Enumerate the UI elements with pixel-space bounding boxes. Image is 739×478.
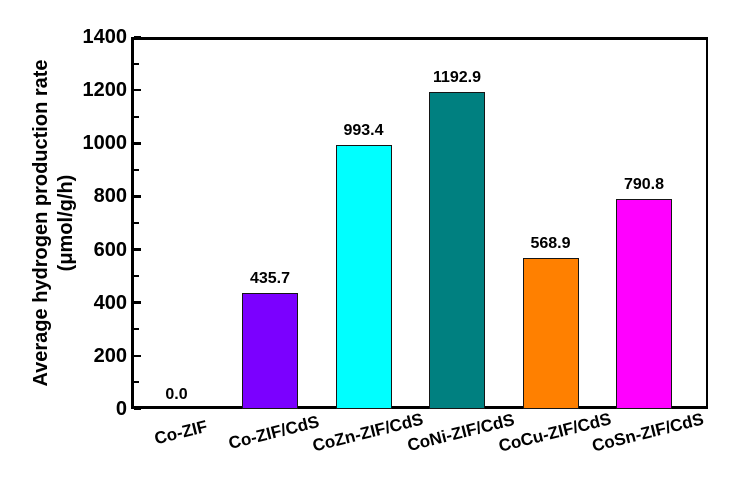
- bar-value-label: 435.7: [249, 270, 291, 288]
- x-tick-label: Co-ZIF/CdS: [226, 412, 322, 453]
- y-major-tick: [134, 35, 141, 39]
- bar-value-label: 0.0: [165, 386, 188, 403]
- y-major-tick: [134, 142, 141, 145]
- y-minor-tick: [134, 275, 139, 278]
- bar-value-label: 568.9: [530, 234, 571, 252]
- bar-value-label: 993.4: [343, 122, 384, 140]
- y-tick-label: 400: [93, 291, 127, 314]
- y-minor-tick: [134, 62, 139, 65]
- x-tick-label: Co-ZIF: [151, 416, 209, 449]
- y-minor-tick: [134, 328, 139, 331]
- y-tick-label: 1000: [82, 132, 128, 155]
- plot-area: [131, 37, 708, 409]
- y-minor-tick: [134, 115, 139, 118]
- y-major-tick: [134, 195, 141, 198]
- y-minor-tick: [134, 222, 139, 224]
- y-major-tick: [134, 248, 141, 251]
- bar-CoNi-ZIF/CdS: [429, 92, 485, 409]
- bar-value-label: 1192.9: [432, 69, 482, 87]
- y-minor-tick: [134, 168, 139, 171]
- y-major-tick: [134, 301, 141, 304]
- y-tick-label: 200: [93, 344, 127, 367]
- bar-CoCu-ZIF/CdS: [522, 257, 579, 409]
- y-major-tick: [134, 88, 141, 92]
- y-tick-label: 1200: [82, 79, 128, 102]
- bar-CoZn-ZIF/CdS: [335, 145, 392, 409]
- y-minor-tick: [134, 381, 139, 384]
- bar-value-label: 790.8: [623, 175, 665, 193]
- bar-CoSn-ZIF/CdS: [616, 198, 672, 409]
- y-tick-label: 1400: [82, 26, 128, 48]
- y-tick-label: 600: [93, 238, 127, 261]
- bar-Co-ZIF/CdS: [242, 293, 298, 409]
- y-tick-label: 0: [115, 398, 127, 420]
- y-tick-label: 800: [93, 185, 127, 208]
- y-major-tick: [134, 354, 141, 358]
- y-major-tick: [134, 407, 141, 411]
